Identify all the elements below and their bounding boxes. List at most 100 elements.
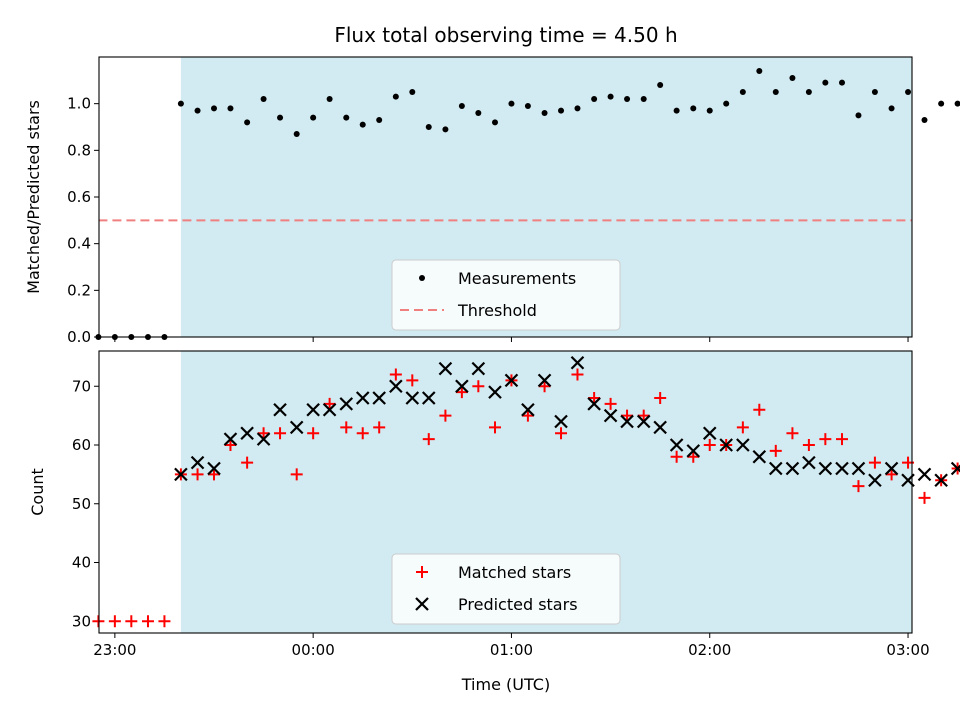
matched-star-point	[852, 480, 865, 493]
predicted-x-b	[537, 373, 552, 388]
measurement-point	[607, 93, 614, 100]
matched-star-point	[373, 421, 386, 434]
matched-star-point	[455, 386, 468, 399]
predicted-x-b	[455, 379, 469, 394]
predicted-x-b	[620, 414, 634, 429]
predicted-x-b	[223, 432, 238, 446]
measurement-point	[657, 82, 664, 88]
predicted-x-b	[785, 461, 800, 476]
predicted-x-b	[868, 473, 882, 488]
predicted-x-b	[405, 391, 420, 405]
matched-star-point	[521, 409, 534, 422]
measurement-point	[359, 121, 366, 128]
predicted-x-b	[719, 438, 733, 452]
predicted-star-point	[636, 414, 651, 429]
top-y-axis-label: Matched/Predicted stars	[24, 100, 43, 294]
y-tick-label: 40	[72, 554, 91, 572]
legend-label: Matched stars	[458, 563, 571, 582]
predicted-x-b	[504, 373, 519, 388]
predicted-x-b	[653, 420, 667, 435]
matched-star-point	[290, 468, 303, 481]
chart-title: Flux total observing time = 4.50 h	[334, 23, 677, 47]
matched-star-point	[868, 456, 881, 469]
measurement-point	[177, 100, 184, 107]
legend-label: Threshold	[457, 301, 537, 320]
predicted-x-b	[355, 391, 370, 405]
legend-box	[391, 259, 621, 331]
predicted-x-b	[702, 426, 717, 441]
predicted-star-point	[256, 432, 271, 446]
axes-frame	[98, 350, 913, 634]
predicted-x-b	[289, 420, 304, 435]
predicted-x-b	[438, 361, 453, 376]
predicted-star-point	[603, 408, 618, 423]
matched-star-point	[819, 433, 832, 446]
measurement-point	[244, 119, 251, 126]
predicted-x-b	[256, 432, 271, 446]
measurement-point	[409, 89, 416, 95]
predicted-star-point	[455, 379, 469, 394]
measurement-point	[310, 114, 317, 121]
measurement-point	[326, 96, 333, 102]
predicted-x-b	[389, 379, 403, 394]
predicted-star-point	[240, 426, 254, 441]
predicted-star-point	[868, 473, 882, 488]
predicted-star-point	[736, 438, 750, 452]
measurement-point	[524, 103, 531, 109]
predicted-x-b	[306, 402, 320, 417]
predicted-star-point	[587, 397, 601, 411]
measurement-point	[871, 89, 878, 95]
measurement-point	[673, 107, 680, 114]
measurement-point	[624, 96, 631, 102]
predicted-star-point	[752, 449, 767, 464]
y-tick-label: 0.2	[67, 281, 91, 299]
measurement-point	[392, 93, 399, 100]
measurement-point	[211, 105, 218, 112]
predicted-x-b	[471, 361, 486, 376]
measurement-point	[739, 89, 746, 95]
matched-star-point	[571, 368, 584, 381]
predicted-x-b	[207, 461, 221, 476]
matched-star-point	[257, 427, 270, 440]
x-tick-label: 00:00	[292, 641, 335, 659]
predicted-x-b	[752, 449, 767, 464]
matched-star-point	[323, 397, 336, 410]
y-tick-label: 30	[72, 612, 91, 630]
predicted-star-point	[802, 455, 816, 470]
matched-star-point	[786, 427, 799, 440]
legend-marker-predicted-b	[415, 597, 429, 611]
predicted-x-b	[603, 408, 618, 423]
predicted-star-point	[934, 473, 948, 488]
measurement-point	[723, 100, 730, 107]
matched-star-point	[769, 444, 782, 457]
predicted-star-point	[785, 461, 800, 476]
predicted-star-point	[355, 391, 370, 405]
y-tick-label: 0.8	[67, 141, 91, 159]
measurement-point	[756, 68, 763, 74]
matched-star-point	[621, 409, 634, 422]
predicted-x-b	[587, 397, 601, 411]
measurement-point	[805, 89, 812, 95]
matched-star-point	[703, 439, 716, 451]
legend-box	[391, 553, 621, 625]
predicted-star-point	[389, 379, 403, 394]
measurement-point	[706, 107, 713, 114]
predicted-star-point	[521, 402, 535, 417]
measurement-point	[954, 100, 960, 107]
legend-label: Measurements	[458, 269, 576, 288]
x-tick-label: 02:00	[688, 641, 731, 659]
predicted-x-b	[736, 438, 750, 452]
matched-star-point	[918, 491, 931, 504]
measurement-point	[574, 105, 581, 112]
measurement-point	[541, 110, 548, 116]
predicted-x-b	[818, 461, 833, 476]
measurement-point	[839, 79, 846, 86]
matched-star-point	[538, 380, 551, 393]
predicted-x-b	[322, 402, 337, 417]
matched-star-point	[422, 433, 435, 446]
predicted-star-point	[223, 432, 238, 446]
measurement-point	[277, 114, 284, 121]
measurement-point	[921, 117, 928, 123]
axes-frame	[98, 56, 913, 338]
